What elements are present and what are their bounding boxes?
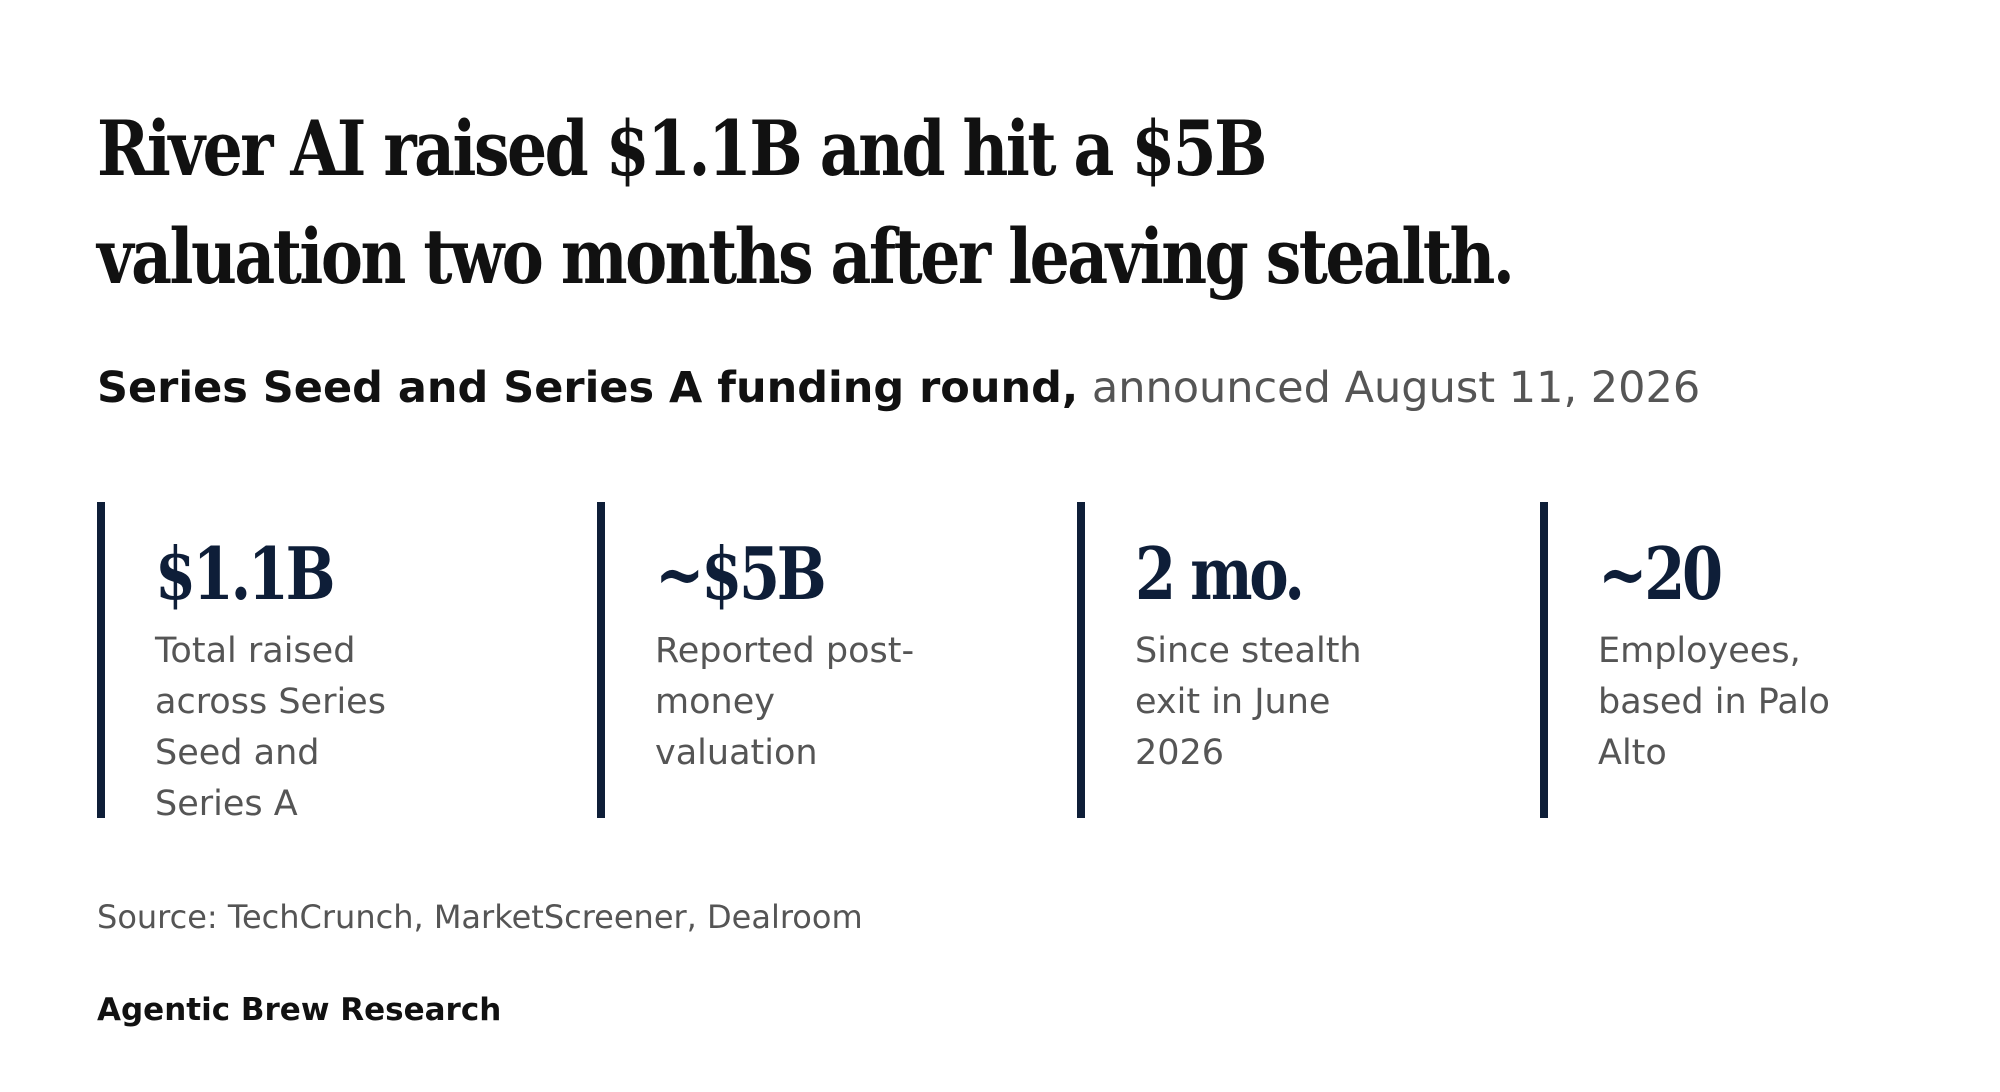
stat-value: $1.1B (155, 531, 336, 616)
stat-label: Total raised across Series Seed and Seri… (155, 631, 386, 824)
stats-row: $1.1B Total raised across Series Seed an… (97, 502, 1917, 824)
stat-total-raised: $1.1B Total raised across Series Seed an… (97, 502, 417, 824)
stat-value: 2 mo. (1135, 531, 1305, 616)
stat-valuation: ~$5B Reported post-money valuation (597, 502, 917, 818)
headline: River AI raised $1.1B and hit a $5B valu… (97, 104, 1515, 301)
stat-employees: ~20 Employees, based in Palo Alto (1540, 502, 1830, 818)
stat-label: Reported post-money valuation (655, 631, 915, 773)
brand-credit: Agentic Brew Research (97, 992, 502, 1028)
stat-label: Employees, based in Palo Alto (1598, 631, 1830, 773)
stat-since-stealth: 2 mo. Since stealth exit in June 2026 (1077, 502, 1367, 818)
stat-label: Since stealth exit in June 2026 (1135, 631, 1362, 773)
subheadline-round: Series Seed and Series A funding round, (97, 363, 1079, 413)
subheadline-date: announced August 11, 2026 (1091, 363, 1701, 413)
stat-value: ~20 (1598, 531, 1723, 616)
stat-value: ~$5B (655, 531, 827, 616)
source-note: Source: TechCrunch, MarketScreener, Deal… (97, 898, 863, 936)
infographic-card: River AI raised $1.1B and hit a $5B valu… (97, 0, 1917, 1092)
subheadline: Series Seed and Series A funding round, … (97, 360, 1917, 416)
